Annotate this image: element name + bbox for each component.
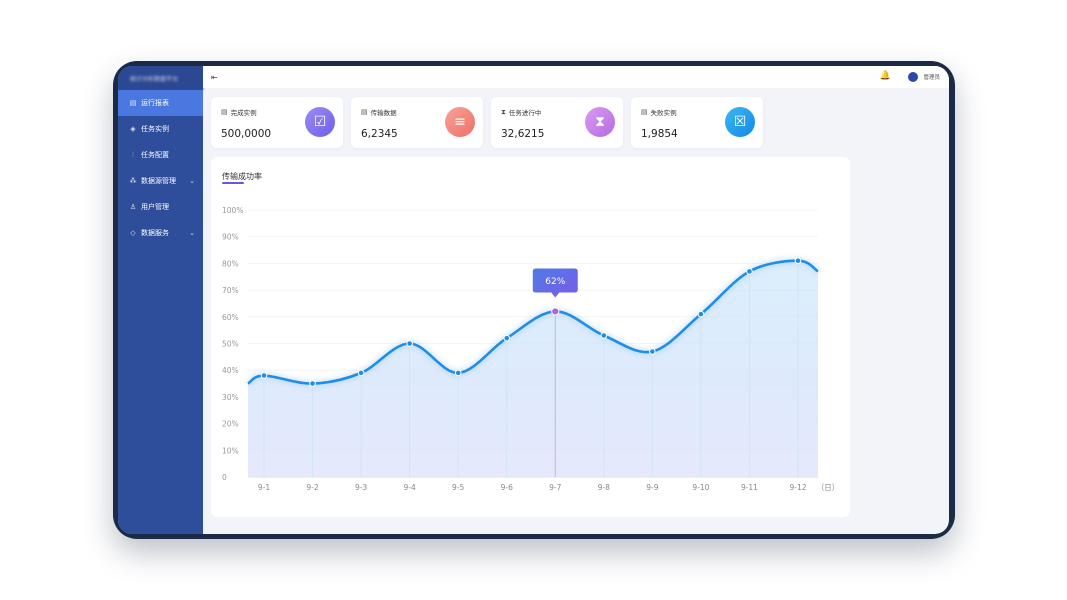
top-bar: ⇤ 🔔 管理员: [203, 66, 949, 88]
x-tick-label: 9-1: [258, 483, 270, 492]
report-icon: ▤: [129, 99, 137, 107]
x-tick-label: 9-11: [741, 483, 758, 492]
y-tick-label: 40%: [222, 366, 239, 375]
brand-title: 统计分析数据平台: [118, 66, 203, 90]
series-line: [247, 259, 819, 385]
network-icon: ⁂: [129, 177, 137, 185]
doc-icon: ▤: [641, 108, 648, 116]
sidebar-item-task-config[interactable]: ⫶ 任务配置: [118, 142, 203, 168]
chart-title: 传输成功率: [222, 172, 262, 181]
bell-icon[interactable]: 🔔: [879, 71, 891, 81]
sliders-icon: ⫶: [132, 150, 134, 159]
sidebar-item-label: 运行报表: [141, 99, 169, 107]
chevron-down-icon: ⌄: [189, 177, 195, 185]
stat-label: 失败实例: [650, 109, 677, 117]
x-tick-label: 9-10: [692, 483, 709, 492]
sidebar-item-datasource[interactable]: ⁂ 数据源管理 ⌄: [118, 168, 203, 194]
sidebar-item-data-service[interactable]: ◇ 数据服务 ⌄: [118, 220, 203, 246]
x-tick-label: 9-9: [646, 483, 658, 492]
hourglass-small-icon: ⧗: [501, 107, 506, 116]
data-point: [454, 369, 462, 377]
stat-label: 完成实例: [230, 109, 257, 117]
x-tick-label: 9-5: [452, 483, 464, 492]
user-icon: ♙: [129, 203, 137, 211]
sidebar: 统计分析数据平台 ▤ 运行报表 ◈ 任务实例 ⫶ 任务配置 ⁂ 数据源管理 ⌄ …: [118, 66, 203, 534]
sidebar-item-label: 用户管理: [141, 203, 169, 211]
database-icon: ≡: [445, 107, 475, 137]
stat-card-failed: ▤ 失败实例 1,9854 ☒: [631, 97, 763, 148]
menu-collapse-icon[interactable]: ⇤: [211, 72, 218, 82]
data-point: [600, 332, 608, 339]
doc-fail-icon: ☒: [725, 107, 755, 137]
y-tick-label: 50%: [222, 340, 239, 349]
stat-label: 传输数据: [370, 109, 397, 117]
data-point: [503, 334, 511, 342]
data-point: [649, 348, 656, 355]
stat-card-running: ⧗ 任务进行中 32,6215 ⧗: [491, 97, 623, 148]
y-tick-label: 0: [222, 473, 227, 482]
stat-card-completed: ▤ 完成实例 500,0000 ☑: [211, 97, 343, 148]
x-tick-label: 9-7: [549, 483, 561, 492]
x-tick-label: 9-6: [501, 483, 513, 492]
stat-label: 任务进行中: [508, 109, 542, 117]
data-point: [746, 268, 753, 275]
sidebar-item-task-instance[interactable]: ◈ 任务实例: [118, 116, 203, 142]
y-tick-label: 60%: [222, 313, 239, 322]
x-tick-label: 9-3: [355, 483, 367, 492]
chevron-down-icon: ⌄: [189, 229, 195, 237]
chart-panel: 传输成功率 0 10% 20% 30% 40% 50% 60% 70% 80% 90% 100% 9-…: [211, 157, 850, 517]
x-unit-label: （日）: [817, 483, 840, 492]
x-tick-label: 9-4: [404, 483, 416, 492]
doc-icon: ▤: [221, 108, 228, 116]
data-point: [309, 380, 316, 387]
stat-card-transfer: ▤ 传输数据 6,2345 ≡: [351, 97, 483, 148]
x-tick-label: 9-12: [789, 483, 806, 492]
sidebar-item-label: 数据服务: [141, 229, 169, 237]
layers-icon: ◈: [130, 125, 136, 133]
y-tick-label: 80%: [222, 259, 239, 268]
title-underline: [222, 182, 244, 184]
stat-value: 1,9854: [641, 128, 678, 140]
sidebar-item-label: 任务实例: [141, 125, 169, 133]
data-point: [697, 310, 705, 318]
stat-value: 500,0000: [221, 128, 272, 140]
success-rate-chart: 0 10% 20% 30% 40% 50% 60% 70% 80% 90% 100% 9-1 9-2 9-…: [222, 206, 840, 492]
data-point: [794, 257, 802, 265]
data-point: [260, 372, 268, 379]
x-tick-label: 9-2: [306, 483, 318, 492]
area-fill: [248, 260, 818, 477]
list-icon: ▤: [361, 108, 368, 116]
stat-value: 32,6215: [501, 128, 545, 140]
data-point: [406, 340, 413, 347]
sidebar-item-run-report[interactable]: ▤ 运行报表: [118, 90, 203, 116]
doc-check-icon: ☑: [305, 107, 335, 137]
y-tick-label: 90%: [222, 233, 239, 242]
y-tick-label: 20%: [222, 420, 239, 429]
y-tick-label: 30%: [222, 393, 239, 402]
x-tick-label: 9-8: [598, 483, 610, 492]
sidebar-item-label: 任务配置: [141, 151, 169, 159]
app-screen: 统计分析数据平台 ▤ 运行报表 ◈ 任务实例 ⫶ 任务配置 ⁂ 数据源管理 ⌄ …: [118, 66, 949, 534]
hourglass-icon: ⧗: [585, 107, 615, 137]
data-point: [357, 369, 365, 377]
sidebar-item-label: 数据源管理: [141, 177, 176, 185]
avatar[interactable]: [908, 72, 918, 82]
sidebar-item-users[interactable]: ♙ 用户管理: [118, 194, 203, 220]
stat-value: 6,2345: [361, 128, 398, 140]
y-tick-label: 100%: [222, 206, 243, 215]
tooltip-bubble: [532, 268, 578, 298]
y-tick-label: 10%: [222, 446, 239, 455]
tooltip-label: 62%: [545, 277, 565, 287]
shield-icon: ◇: [130, 229, 136, 237]
y-tick-label: 70%: [222, 286, 239, 295]
data-point: [551, 307, 560, 316]
user-name[interactable]: 管理员: [923, 75, 940, 81]
